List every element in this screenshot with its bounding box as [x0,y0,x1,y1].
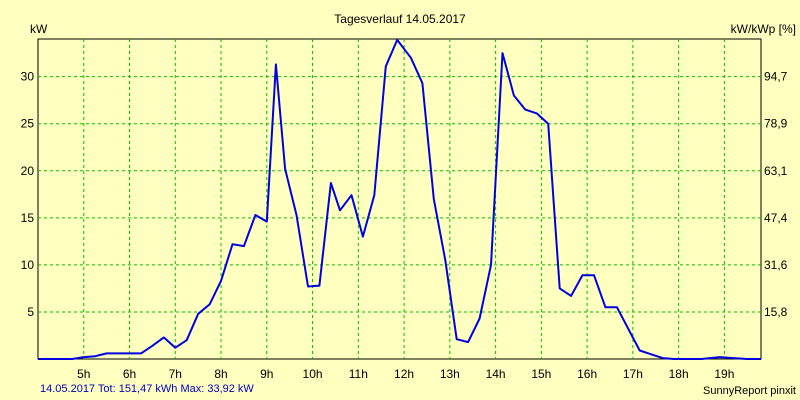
y-tick-label-right: 63,1 [764,164,788,178]
x-axis-ticks: 5h 6h 7h 8h 9h 10h 11h 12h 13h 14h 15h 16h 17h 18h 19h [77,367,734,381]
x-tick-label: 16h [577,367,597,381]
y-tick-label-left: 10 [21,258,35,272]
series-group [38,38,761,360]
y-tick-label-right: 94,7 [764,70,788,84]
x-tick-label: 10h [303,367,323,381]
y-tick-label-left: 20 [21,164,35,178]
x-tick-label: 15h [531,367,551,381]
x-tick-label: 13h [440,367,460,381]
y-tick-label-left: 30 [21,70,35,84]
plot-area [37,38,762,360]
y-axis-label-right: kW/kWp [%] [731,22,796,36]
x-tick-label: 6h [123,367,136,381]
y-tick-label-left: 25 [21,117,35,131]
x-tick-label: 9h [260,367,273,381]
chart-title: Tagesverlauf 14.05.2017 [334,12,466,26]
y-tick-label-right: 31,6 [764,258,788,272]
x-tick-label: 14h [486,367,506,381]
x-tick-label: 8h [214,367,227,381]
y-tick-label-right: 78,9 [764,117,788,131]
footer-brand: SunnyReport pinxit [703,385,796,397]
y-axis-ticks-left: 5 10 15 20 25 30 [21,70,35,319]
y-tick-label-right: 47,4 [764,211,788,225]
x-tick-label: 18h [669,367,689,381]
grid [38,39,761,359]
footer-summary: 14.05.2017 Tot: 151,47 kWh Max: 33,92 kW [40,383,254,395]
x-tick-label: 19h [714,367,734,381]
x-tick-label: 11h [349,367,368,381]
y-tick-label-right: 15,8 [764,305,788,319]
x-tick-label: 7h [169,367,182,381]
x-tick-label: 17h [623,367,643,381]
y-tick-label-left: 15 [21,211,35,225]
y-axis-ticks-right: 15,8 31,6 47,4 63,1 78,9 94,7 [764,70,788,319]
x-tick-label: 5h [77,367,90,381]
y-tick-label-left: 5 [27,305,34,319]
y-axis-label-left: kW [30,22,48,36]
x-tick-label: 12h [394,367,414,381]
series-line-kw [38,38,761,360]
